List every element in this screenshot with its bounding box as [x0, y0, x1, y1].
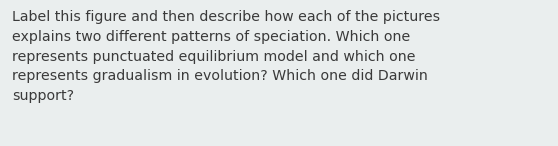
Text: Label this figure and then describe how each of the pictures
explains two differ: Label this figure and then describe how …: [12, 10, 440, 103]
